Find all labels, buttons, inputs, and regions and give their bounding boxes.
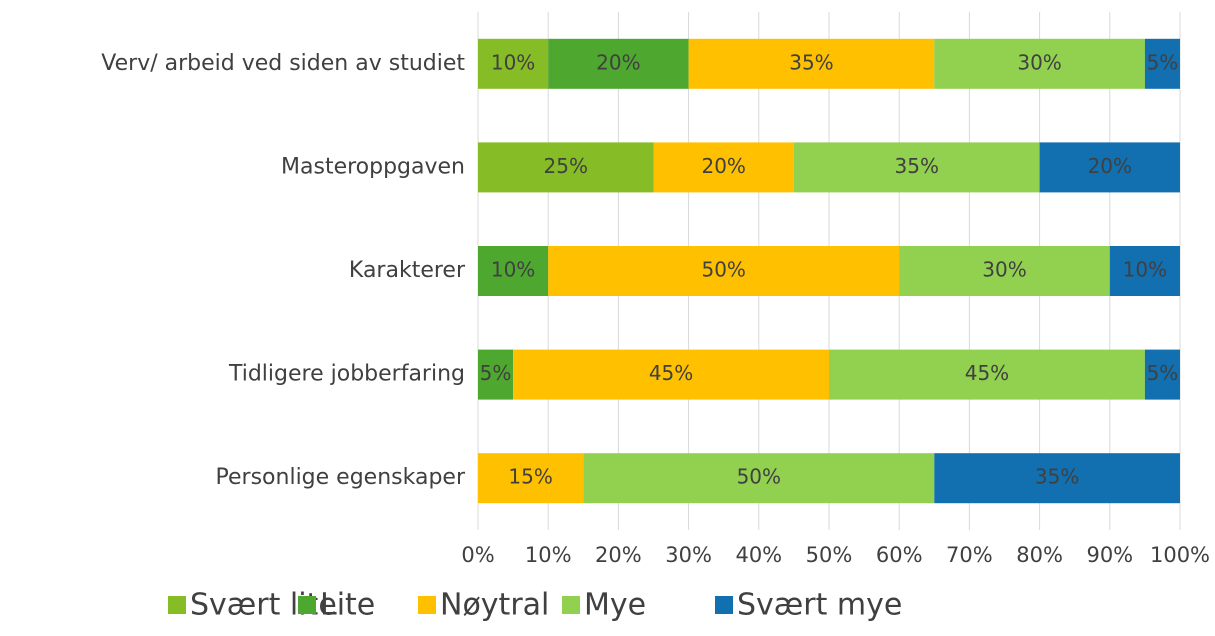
x-tick-label: 50% bbox=[806, 543, 853, 567]
legend-swatch bbox=[562, 596, 580, 614]
data-label: 25% bbox=[544, 154, 588, 178]
legend-swatch bbox=[715, 596, 733, 614]
data-label: 20% bbox=[1088, 154, 1132, 178]
data-label: 5% bbox=[480, 361, 512, 385]
data-label: 50% bbox=[737, 465, 781, 489]
data-label: 45% bbox=[649, 361, 693, 385]
data-label: 30% bbox=[982, 258, 1026, 282]
category-label: Tidligere jobberfaring bbox=[228, 362, 465, 387]
x-tick-label: 20% bbox=[595, 543, 642, 567]
data-label: 50% bbox=[701, 258, 745, 282]
data-label: 35% bbox=[1035, 465, 1079, 489]
x-tick-label: 90% bbox=[1086, 543, 1133, 567]
legend-swatch bbox=[168, 596, 186, 614]
legend-label: Nøytral bbox=[440, 588, 549, 623]
category-label: Masteroppgaven bbox=[281, 154, 465, 179]
category-label: Karakterer bbox=[349, 258, 466, 283]
legend-label: Lite bbox=[320, 588, 375, 623]
category-label: Personlige egenskaper bbox=[216, 465, 466, 490]
legend-swatch bbox=[298, 596, 316, 614]
data-label: 5% bbox=[1147, 361, 1179, 385]
x-tick-label: 0% bbox=[461, 543, 494, 567]
data-label: 5% bbox=[1147, 50, 1179, 74]
legend-label: Svært mye bbox=[737, 588, 902, 623]
data-label: 20% bbox=[596, 50, 640, 74]
chart: 0% 10% 20% 30% 40% 50% 60% 70% 80% 90% 100% Verv/ a… bbox=[0, 0, 1215, 636]
data-label: 10% bbox=[491, 258, 535, 282]
data-label: 30% bbox=[1017, 50, 1061, 74]
data-label: 45% bbox=[965, 361, 1009, 385]
x-tick-label: 10% bbox=[525, 543, 572, 567]
data-label: 35% bbox=[789, 50, 833, 74]
legend-label: Mye bbox=[584, 588, 646, 623]
category-label: Verv/ arbeid ved siden av studiet bbox=[101, 51, 465, 76]
x-tick-label: 80% bbox=[1016, 543, 1063, 567]
data-label: 35% bbox=[895, 154, 939, 178]
legend-swatch bbox=[418, 596, 436, 614]
x-tick-label: 30% bbox=[665, 543, 712, 567]
data-label: 10% bbox=[1123, 258, 1167, 282]
data-label: 10% bbox=[491, 50, 535, 74]
x-tick-label: 60% bbox=[876, 543, 923, 567]
x-tick-label: 100% bbox=[1150, 543, 1210, 567]
data-label: 15% bbox=[508, 465, 552, 489]
data-label: 20% bbox=[701, 154, 745, 178]
x-tick-label: 40% bbox=[735, 543, 782, 567]
x-tick-label: 70% bbox=[946, 543, 993, 567]
